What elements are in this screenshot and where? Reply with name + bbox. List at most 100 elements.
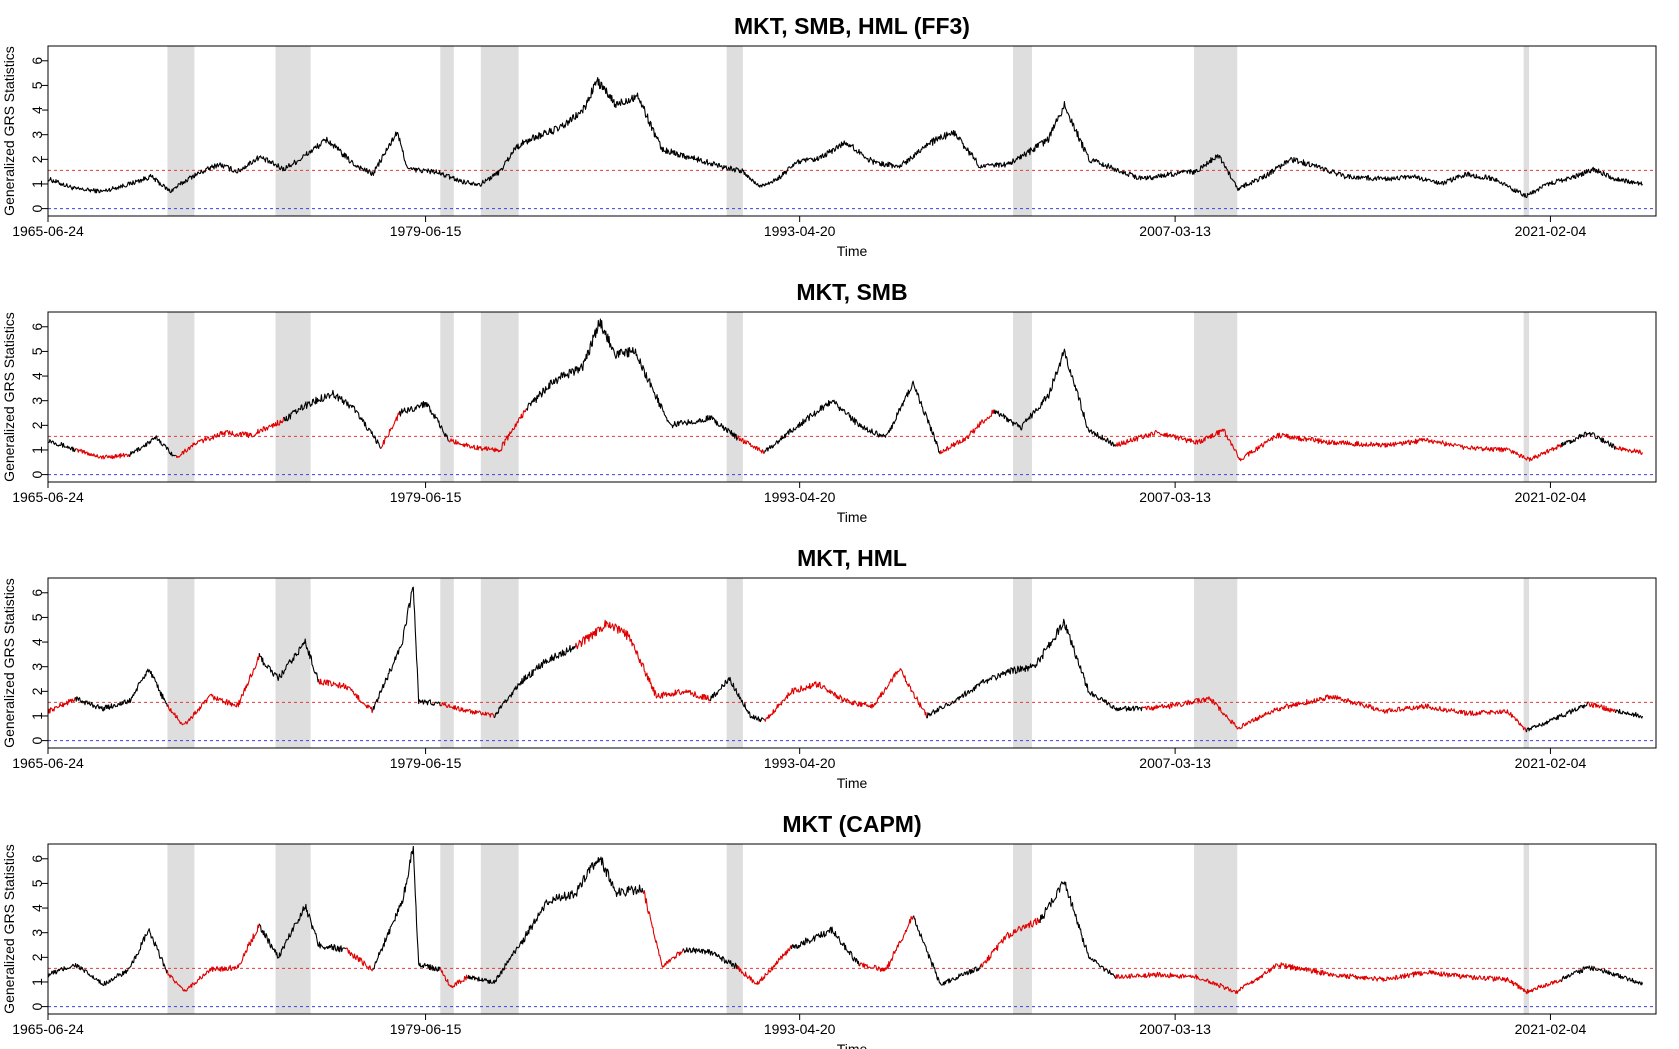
- series-segment-highlight: [1115, 962, 1562, 995]
- x-tick-label: 2021-02-04: [1515, 755, 1587, 771]
- series-segment-highlight: [166, 923, 260, 992]
- series-segment: [493, 644, 576, 719]
- recession-band: [167, 46, 195, 216]
- y-axis-label: Generalized GRS Statistics: [1, 46, 17, 216]
- y-tick-label: 6: [29, 57, 45, 65]
- series-segment: [75, 668, 168, 712]
- y-tick-label: 3: [29, 663, 45, 671]
- y-tick-label: 2: [29, 687, 45, 695]
- x-tick-label: 1965-06-24: [12, 489, 84, 505]
- x-tick-label: 1993-04-20: [764, 489, 836, 505]
- series-segment: [283, 389, 382, 450]
- series-segment-highlight: [439, 967, 468, 989]
- chart-title: MKT, HML: [797, 545, 907, 571]
- recession-band: [1194, 312, 1238, 482]
- series-segment-highlight: [318, 678, 374, 714]
- series-segment: [913, 915, 982, 986]
- x-tick-label: 1965-06-24: [12, 755, 84, 771]
- recession-band: [275, 312, 311, 482]
- plot-frame: [47, 45, 1657, 217]
- recession-band: [480, 312, 519, 482]
- y-tick-label: 2: [29, 155, 45, 163]
- series-segment-highlight: [75, 448, 131, 460]
- y-tick-label: 1: [29, 180, 45, 188]
- y-tick-label: 4: [29, 904, 45, 912]
- x-axis-label: Time: [837, 1041, 868, 1049]
- series-segment: [1560, 431, 1617, 450]
- plot-frame: [47, 311, 1657, 483]
- panel-1: 0 1 2 3 4 5 6 1965-06-24 1979-06-15 1993-04-20 200…: [1, 279, 1657, 525]
- series-segment: [1525, 701, 1589, 733]
- series-segment: [258, 903, 347, 959]
- x-axis-label: Time: [837, 243, 868, 259]
- series-segment-highlight: [439, 702, 495, 719]
- recession-band: [1523, 578, 1530, 748]
- series-segment-highlight: [858, 915, 914, 972]
- y-tick-label: 6: [29, 323, 45, 331]
- series-segment: [372, 845, 441, 972]
- series-segment-highlight: [980, 917, 1041, 968]
- y-tick-label: 4: [29, 638, 45, 646]
- y-tick-label: 0: [29, 1003, 45, 1011]
- y-tick-label: 0: [29, 205, 45, 213]
- series-segment: [682, 947, 739, 970]
- series-segment-highlight: [1588, 701, 1617, 714]
- plot-frame: [47, 843, 1657, 1015]
- x-tick-label: 2021-02-04: [1515, 223, 1587, 239]
- series-segment-highlight: [736, 435, 765, 455]
- recession-band: [1013, 46, 1032, 216]
- series-segment-highlight: [763, 668, 928, 722]
- recession-band: [440, 312, 454, 482]
- recession-band: [167, 312, 195, 482]
- series-segment-highlight: [448, 408, 528, 453]
- series-segment: [48, 439, 77, 453]
- x-tick-label: 1965-06-24: [12, 223, 84, 239]
- plot-frame: [47, 577, 1657, 749]
- y-tick-label: 1: [29, 978, 45, 986]
- series-segment: [790, 926, 860, 966]
- recession-band: [726, 312, 743, 482]
- series-segment: [48, 77, 1643, 199]
- x-tick-label: 2007-03-13: [1139, 223, 1211, 239]
- recession-band: [275, 578, 311, 748]
- series-segment: [467, 856, 644, 984]
- x-tick-label: 1979-06-15: [390, 755, 462, 771]
- x-tick-label: 2021-02-04: [1515, 1021, 1587, 1037]
- x-tick-label: 1993-04-20: [764, 223, 836, 239]
- y-tick-label: 0: [29, 737, 45, 745]
- recession-band: [726, 844, 743, 1014]
- chart-title: MKT, SMB, HML (FF3): [734, 13, 970, 39]
- panel-0: 0 1 2 3 4 5 6 1965-06-24 1979-06-15 1993-04-20 200…: [1, 13, 1657, 259]
- y-tick-label: 5: [29, 81, 45, 89]
- y-tick-label: 5: [29, 879, 45, 887]
- panel-3: 0 1 2 3 4 5 6 1965-06-24 1979-06-15 1993-04-20 200…: [1, 811, 1657, 1049]
- panel-2: 0 1 2 3 4 5 6 1965-06-24 1979-06-15 1993-04-20 200…: [1, 545, 1657, 791]
- y-tick-label: 3: [29, 397, 45, 405]
- series-segment-highlight: [1142, 694, 1527, 733]
- y-tick-label: 6: [29, 589, 45, 597]
- series-segment: [993, 348, 1117, 447]
- y-tick-label: 1: [29, 712, 45, 720]
- series-segment-highlight: [574, 619, 711, 702]
- recession-band: [1013, 578, 1032, 748]
- y-tick-label: 2: [29, 953, 45, 961]
- y-tick-label: 1: [29, 446, 45, 454]
- y-tick-label: 5: [29, 347, 45, 355]
- series-segment-highlight: [175, 417, 285, 459]
- series-segment: [1614, 708, 1644, 719]
- series-segment-highlight: [736, 945, 793, 986]
- series-segment: [526, 318, 739, 441]
- chart-title: MKT, SMB: [796, 279, 907, 305]
- y-tick-label: 4: [29, 106, 45, 114]
- recession-band: [726, 578, 743, 748]
- x-tick-label: 2007-03-13: [1139, 1021, 1211, 1037]
- x-tick-label: 2007-03-13: [1139, 755, 1211, 771]
- recession-band: [275, 46, 311, 216]
- x-tick-label: 1979-06-15: [390, 223, 462, 239]
- series-segment: [1039, 881, 1117, 979]
- y-axis-label: Generalized GRS Statistics: [1, 312, 17, 482]
- series-segment: [399, 400, 449, 442]
- x-tick-label: 1979-06-15: [390, 1021, 462, 1037]
- y-axis-label: Generalized GRS Statistics: [1, 578, 17, 748]
